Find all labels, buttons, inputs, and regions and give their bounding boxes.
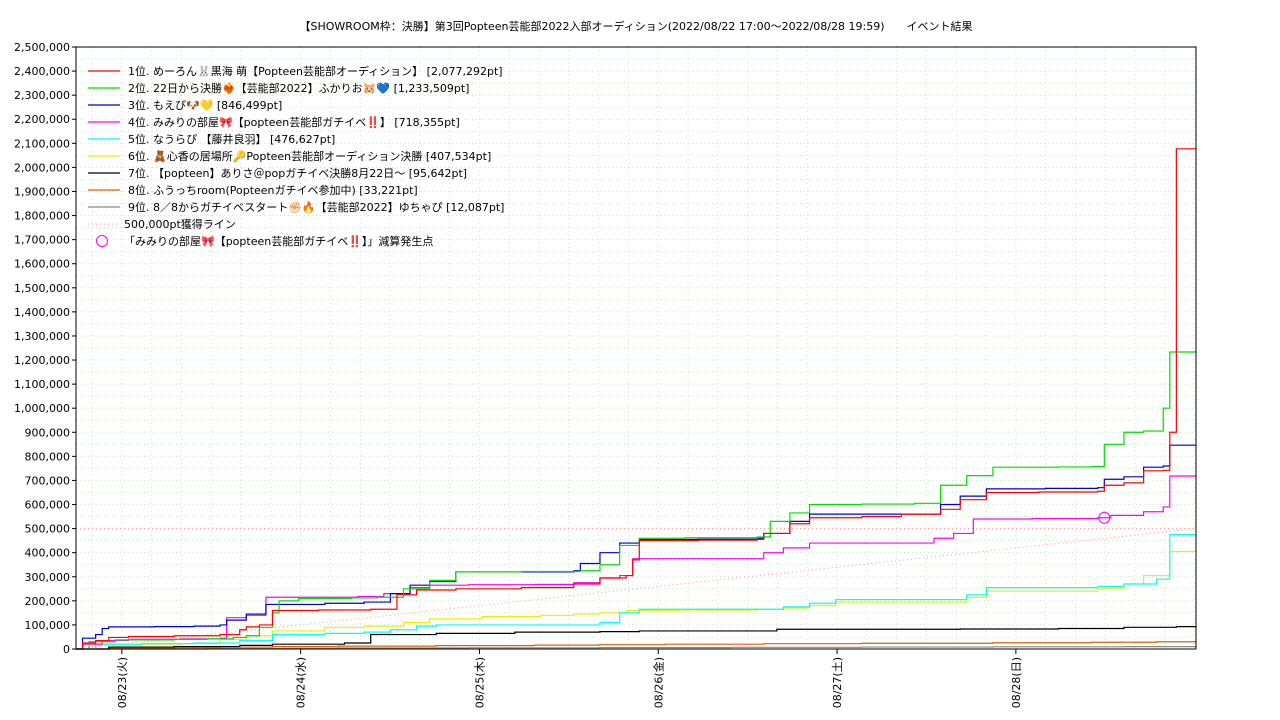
- x-tick-label: 08/25(木): [473, 657, 486, 708]
- legend-label-6: 6位. 🧸心香の居場所🔑Popteen芸能部オーディション決勝 [407,534…: [128, 149, 491, 163]
- series-line-1: [76, 148, 1196, 650]
- y-tick-label: 200,000: [25, 595, 71, 608]
- legend-label-3: 3位. もえぴ🐶💛 [846,499pt]: [128, 98, 282, 112]
- y-tick-label: 600,000: [25, 499, 71, 512]
- y-tick-label: 2,500,000: [14, 41, 70, 54]
- y-tick-label: 0: [63, 643, 70, 656]
- y-axis: 0 100,000 200,000 300,000 400,000 500,000 600,…: [14, 41, 76, 656]
- y-tick-label: 1,800,000: [14, 210, 70, 223]
- chart-title: 【SHOWROOM枠：決勝】第3回Popteen芸能部2022入部オーディション…: [299, 19, 972, 33]
- y-tick-label: 1,900,000: [14, 185, 70, 198]
- y-tick-label: 300,000: [25, 571, 71, 584]
- y-tick-label: 800,000: [25, 450, 71, 463]
- y-tick-label: 2,000,000: [14, 161, 70, 174]
- legend-label-1: 1位. めーろん🐰黒海 萌【Popteen芸能部オーディション】 [2,077,…: [128, 64, 503, 78]
- legend-label-9: 9位. 8／8からガチイベスタート✊🏻🔥【芸能部2022】ゆちゃぴ [12,08…: [128, 200, 504, 214]
- legend: 1位. めーろん🐰黒海 萌【Popteen芸能部オーディション】 [2,077,…: [88, 64, 504, 248]
- series-line-4: [76, 475, 1196, 650]
- x-tick-label: 08/27(土): [831, 657, 844, 708]
- y-tick-label: 1,100,000: [14, 378, 70, 391]
- x-tick-label: 08/23(火): [116, 657, 129, 708]
- y-tick-label: 2,300,000: [14, 89, 70, 102]
- y-tick-label: 500,000: [25, 523, 71, 536]
- series-line-5: [76, 534, 1197, 650]
- series-line-3: [76, 444, 1196, 650]
- y-tick-label: 1,500,000: [14, 282, 70, 295]
- reference-line-layer: [75, 528, 1197, 650]
- legend-label-4: 4位. みみりの部屋🎀【popteen芸能部ガチイベ‼️】 [718,355pt…: [128, 115, 460, 129]
- y-tick-label: 1,200,000: [14, 354, 70, 367]
- x-tick-label: 08/28(日): [1010, 657, 1023, 708]
- marker-layer: [1098, 511, 1111, 524]
- series-line-2: [76, 351, 1196, 650]
- series-line-7: [76, 625, 1197, 650]
- y-tick-label: 700,000: [25, 474, 71, 487]
- legend-label-7: 7位. 【popteen】ありさ＠popガチイベ決勝8月22日〜 [95,642…: [128, 166, 467, 180]
- legend-label-5: 5位. なうらぴ 【藤井良羽】 [476,627pt]: [128, 132, 335, 146]
- x-tick-label: 08/24(水): [295, 657, 308, 708]
- y-tick-label: 900,000: [25, 426, 71, 439]
- y-tick-label: 1,400,000: [14, 306, 70, 319]
- y-tick-label: 2,400,000: [14, 65, 70, 78]
- series-layer: [76, 148, 1197, 650]
- legend-label-2: 2位. 22日から決勝❤️‍🔥【芸能部2022】ふかりお🐹💙 [1,233,50…: [128, 81, 469, 95]
- legend-label-marker: 「みみりの部屋🎀【popteen芸能部ガチイベ‼️】」減算発生点: [124, 234, 433, 248]
- y-tick-label: 100,000: [25, 619, 71, 632]
- legend-label-8: 8位. ふうっちroom(Popteenガチイベ参加中) [33,221pt]: [128, 183, 418, 197]
- legend-label-reference: 500,000pt獲得ライン: [124, 218, 236, 231]
- y-tick-label: 1,700,000: [14, 234, 70, 247]
- y-tick-label: 1,600,000: [14, 258, 70, 271]
- series-line-8: [76, 641, 1197, 650]
- y-tick-label: 2,100,000: [14, 137, 70, 150]
- x-axis: 08/23(火) 08/24(水) 08/25(木) 08/26(金) 08/27(土)…: [116, 649, 1023, 708]
- x-tick-label: 08/26(金): [651, 657, 665, 708]
- y-tick-label: 2,200,000: [14, 113, 70, 126]
- y-tick-label: 400,000: [25, 547, 71, 560]
- plot-frame: [75, 46, 1197, 650]
- legend-swatch-marker: [96, 235, 108, 247]
- deduction-marker: [1098, 511, 1111, 524]
- y-tick-label: 1,300,000: [14, 330, 70, 343]
- series-line-6: [76, 550, 1197, 650]
- y-tick-label: 1,000,000: [14, 402, 70, 415]
